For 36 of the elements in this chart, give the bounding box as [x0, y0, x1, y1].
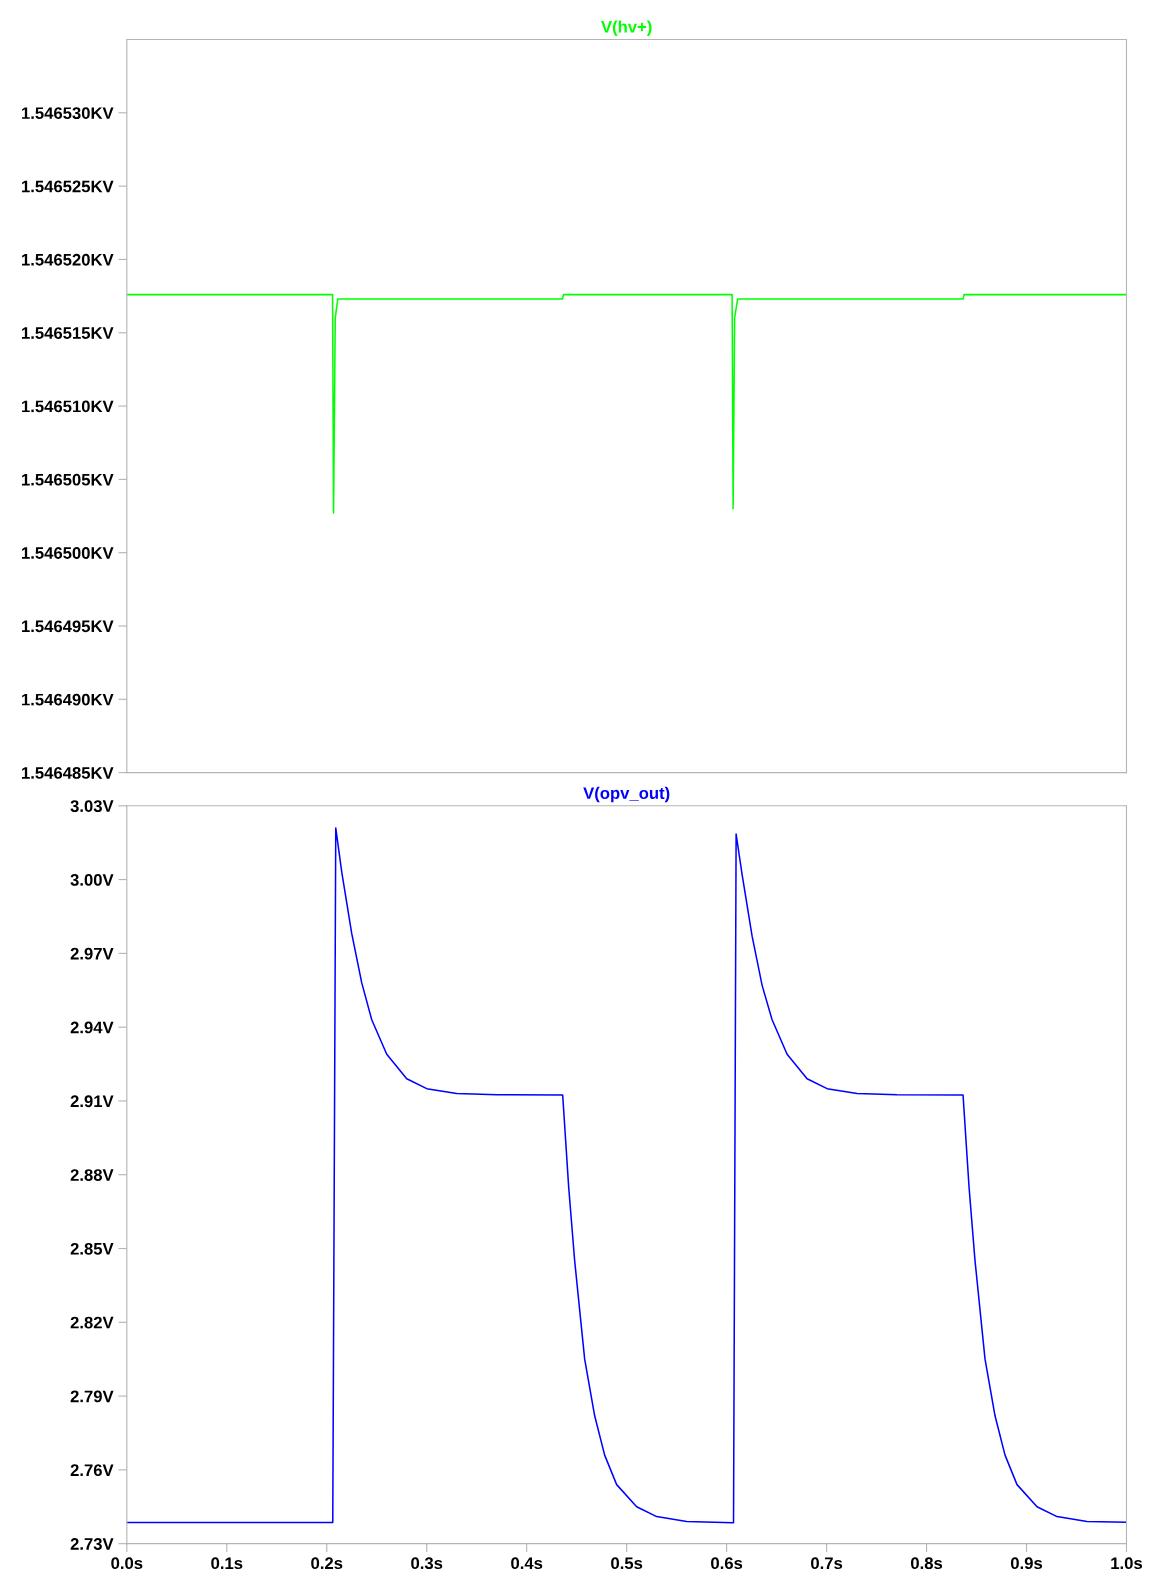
y-tick-label: 2.91V: [70, 1095, 114, 1108]
y-tick-label: 2.88V: [70, 1169, 114, 1181]
x-tick-label: 0.5s: [611, 1557, 643, 1570]
y-tick-label: 1.546520KV: [22, 253, 114, 266]
y-tick-label: 1.546515KV: [22, 327, 114, 339]
chart-title: V(opv_out): [583, 786, 670, 803]
line-series: [126, 827, 1127, 1524]
x-tick-label: 0.1s: [211, 1557, 243, 1570]
y-tick-label: 1.546530KV: [22, 107, 114, 120]
x-tick-label: 0.0s: [111, 1557, 143, 1570]
x-tick-label: 0.7s: [811, 1557, 843, 1570]
y-tick-label: 2.79V: [70, 1390, 114, 1403]
y-tick-label: 1.546505KV: [22, 473, 114, 486]
y-tick-label: 2.97V: [70, 947, 114, 960]
x-tick-label: 0.9s: [1010, 1557, 1043, 1570]
y-tick-label: 2.94V: [70, 1021, 114, 1034]
line-series: [126, 293, 1127, 514]
x-tick-label: 0.8s: [910, 1557, 943, 1570]
y-tick-label: 2.73V: [70, 1538, 114, 1550]
y-tick-label: 2.85V: [70, 1242, 114, 1255]
y-tick-label: 1.546525KV: [22, 180, 114, 193]
y-tick-label: 1.546490KV: [22, 693, 114, 706]
x-tick-label: 0.2s: [311, 1557, 343, 1570]
x-tick-label: 0.6s: [711, 1557, 743, 1570]
y-tick-label: 1.546510KV: [22, 400, 114, 413]
y-tick-label: 1.546485KV: [22, 767, 114, 779]
y-tick-label: 3.00V: [70, 873, 114, 886]
y-tick-label: 2.76V: [70, 1464, 114, 1477]
chart-title: V(hv+): [601, 20, 652, 37]
y-tick-label: 3.03V: [70, 800, 114, 813]
x-tick-label: 0.4s: [511, 1557, 543, 1570]
x-tick-label: 0.3s: [411, 1557, 443, 1570]
x-tick-label: 1.0s: [1111, 1557, 1143, 1570]
y-tick-label: 1.546495KV: [22, 620, 114, 633]
y-tick-label: 2.82V: [70, 1316, 114, 1329]
y-tick-label: 1.546500KV: [22, 547, 114, 559]
